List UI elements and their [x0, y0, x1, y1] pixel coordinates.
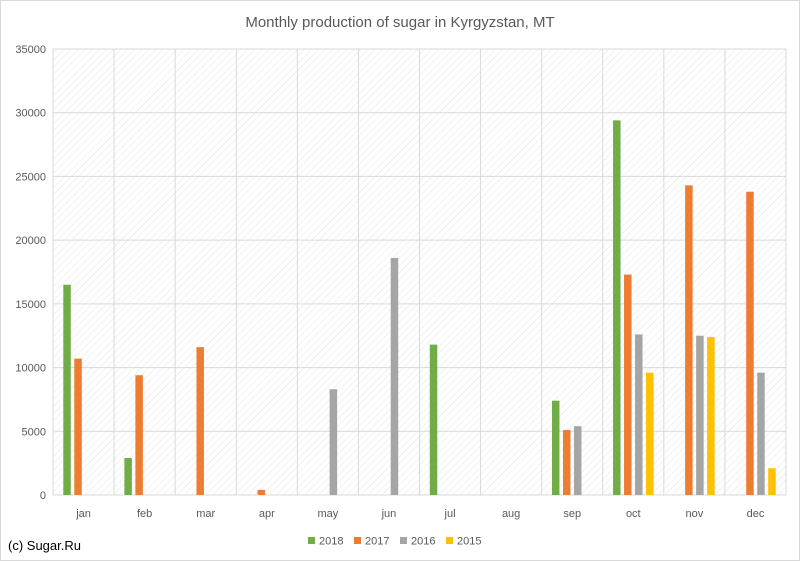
chart-title: Monthly production of sugar in Kyrgyzsta… [245, 14, 554, 31]
legend-swatch-2016 [400, 537, 407, 544]
y-tick-label: 30000 [15, 108, 46, 120]
legend-label-2017: 2017 [365, 536, 389, 548]
bar-2015-nov [707, 336, 715, 495]
y-tick-label: 15000 [15, 299, 46, 311]
legend-swatch-2017 [354, 537, 361, 544]
x-tick-label-jan: jan [75, 508, 91, 520]
legend: 2018 2017 2016 2015 [308, 536, 481, 548]
bar-2017-apr [257, 489, 266, 495]
x-tick-label-jun: jun [381, 508, 397, 520]
y-tick-label: 20000 [15, 235, 46, 247]
x-tick-label-aug: aug [502, 508, 520, 520]
legend-swatch-2015 [446, 537, 453, 544]
x-axis: jan feb mar apr may jun jul aug sep oct nov dec [75, 508, 765, 520]
bar-2016-dec [757, 372, 765, 495]
credit-text: (c) Sugar.Ru [8, 538, 81, 553]
legend-label-2018: 2018 [319, 536, 343, 548]
bar-2017-jan [74, 358, 82, 495]
bar-2015-dec [768, 468, 776, 495]
x-tick-label-dec: dec [747, 508, 765, 520]
y-tick-label: 10000 [15, 363, 46, 375]
x-tick-label-oct: oct [626, 508, 641, 520]
bar-2015-oct [646, 372, 654, 495]
bar-2016-may [329, 389, 338, 495]
bar-2018-jan [63, 284, 71, 495]
bar-2016-jun [390, 257, 399, 495]
bar-2018-jul [429, 344, 438, 495]
legend-label-2016: 2016 [411, 536, 435, 548]
bars [63, 120, 776, 496]
bar-2017-feb [135, 375, 143, 495]
bar-2018-sep [551, 400, 560, 495]
legend-label-2015: 2015 [457, 536, 481, 548]
bar-2016-sep [573, 426, 582, 495]
bar-2017-sep [562, 430, 571, 495]
y-tick-label: 5000 [22, 426, 46, 438]
y-axis: 0 5000 10000 15000 20000 25000 30000 35000 [15, 44, 46, 502]
bar-2016-oct [635, 334, 643, 495]
bar-2017-mar [196, 347, 204, 495]
x-tick-label-sep: sep [563, 508, 581, 520]
x-tick-label-may: may [317, 508, 338, 520]
x-tick-label-nov: nov [686, 508, 704, 520]
y-tick-label: 25000 [15, 171, 46, 183]
bar-2018-oct [613, 120, 621, 496]
bar-2018-feb [124, 458, 132, 495]
x-tick-label-feb: feb [137, 508, 152, 520]
y-tick-label: 35000 [15, 44, 46, 56]
plot-area [52, 48, 787, 496]
bar-2017-oct [624, 274, 632, 495]
x-tick-label-jul: jul [444, 508, 456, 520]
y-tick-label: 0 [40, 490, 46, 502]
bar-2017-nov [685, 185, 693, 495]
bar-2017-dec [746, 191, 754, 495]
bar-2016-nov [696, 335, 704, 495]
legend-swatch-2018 [308, 537, 315, 544]
x-tick-label-mar: mar [196, 508, 215, 520]
x-tick-label-apr: apr [259, 508, 275, 520]
